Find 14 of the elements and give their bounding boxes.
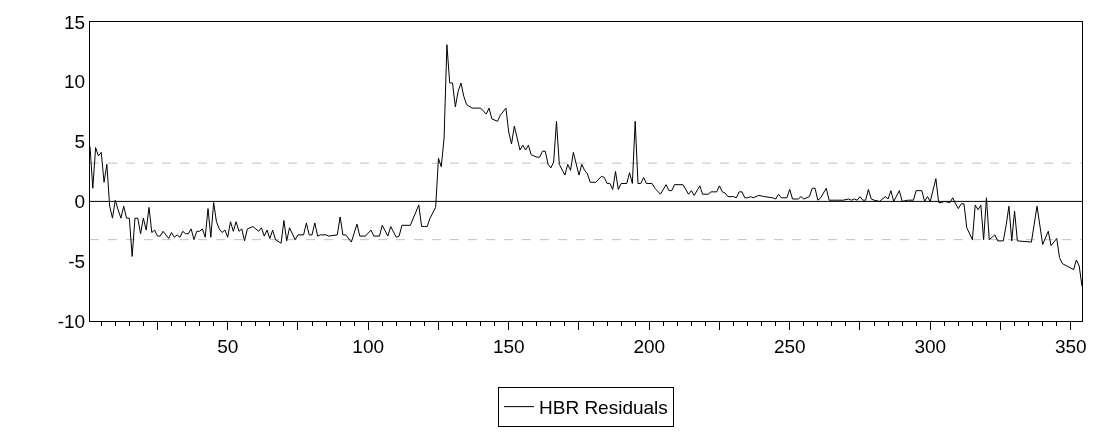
x-tick-label: 150 — [492, 335, 525, 357]
x-tick-label: 200 — [633, 335, 666, 357]
y-tick-label: 15 — [64, 11, 86, 33]
y-tick-label: 10 — [64, 71, 86, 93]
x-tick-label: 300 — [914, 335, 947, 357]
y-tick-label: 0 — [74, 191, 86, 213]
y-tick-label: -5 — [68, 250, 86, 272]
x-tick-label: 100 — [352, 335, 385, 357]
x-tick-label: 350 — [1054, 335, 1087, 357]
x-tick-label: 250 — [773, 335, 806, 357]
x-tick-label: 50 — [217, 335, 239, 357]
y-tick-label: 5 — [74, 131, 86, 153]
legend-label: HBR Residuals — [539, 397, 668, 419]
y-tick-label: -10 — [57, 310, 86, 332]
